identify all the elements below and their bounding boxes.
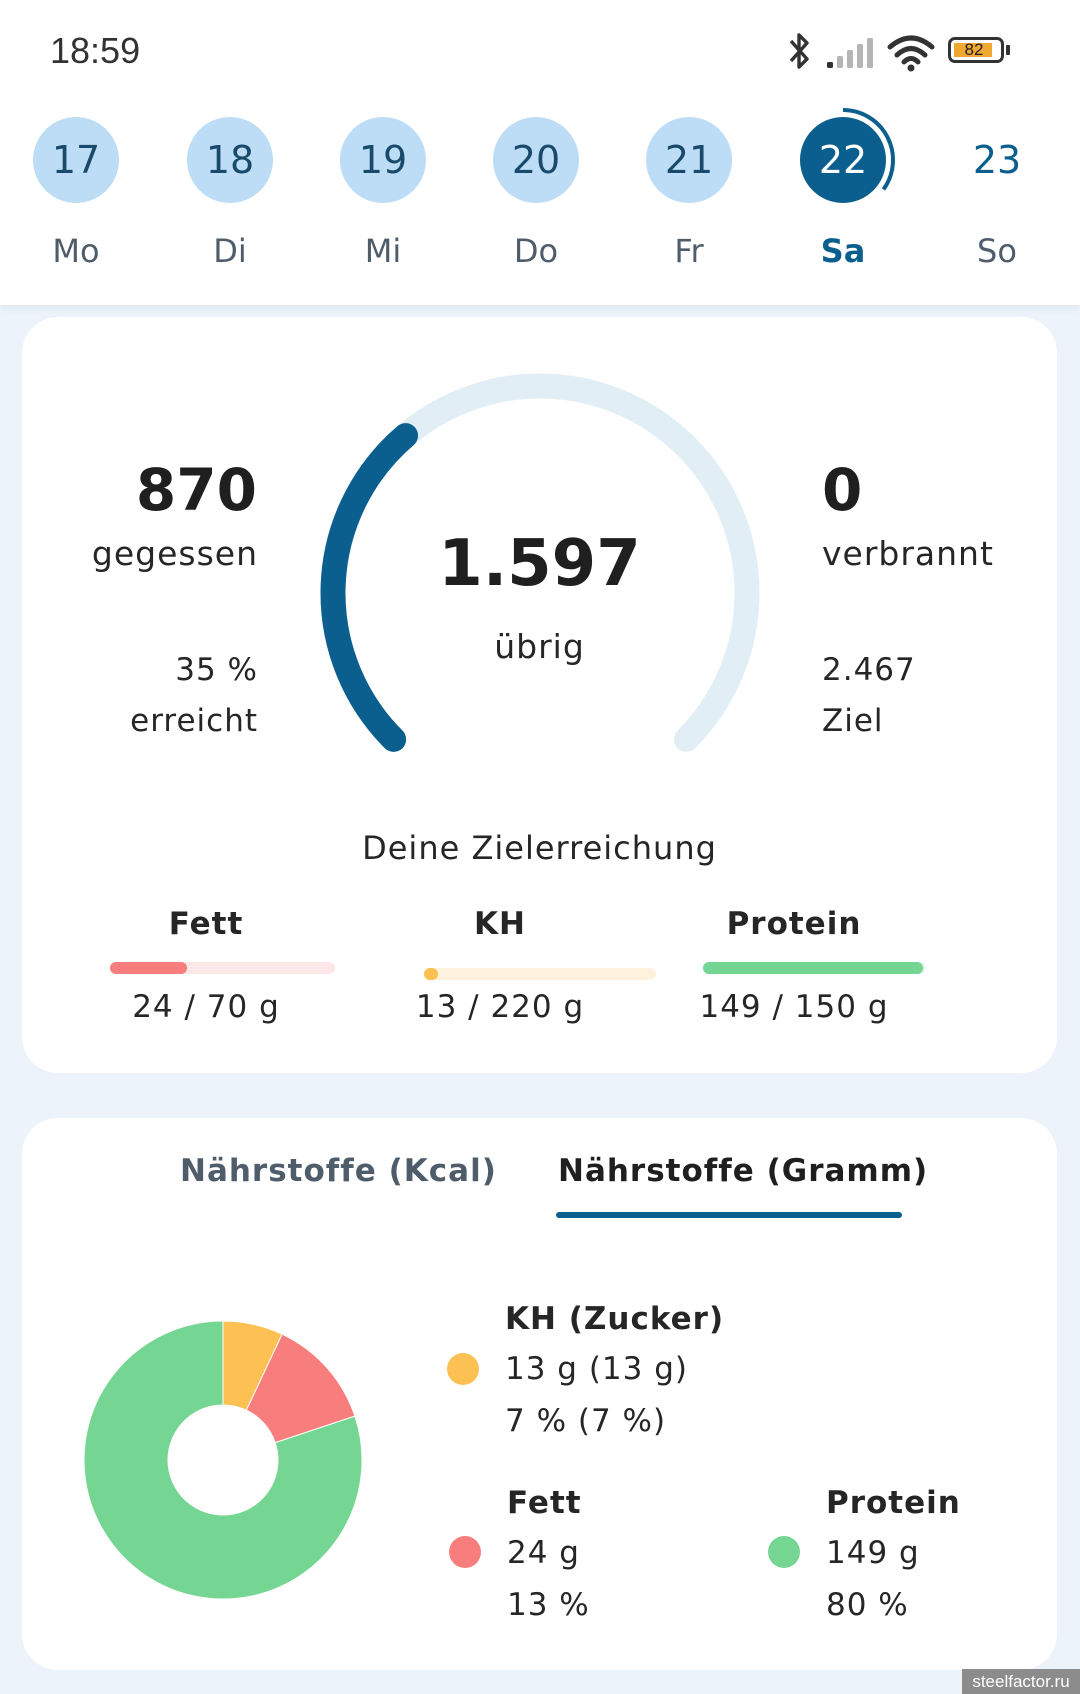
donut-slice-protein: [83, 1320, 363, 1600]
day-label: Mi: [364, 232, 402, 270]
day-date: 23: [972, 138, 1022, 182]
goal-label: Ziel: [822, 703, 884, 739]
legend-protein-percent: 80 %: [826, 1587, 909, 1623]
calorie-summary-card: 870 gegessen 35 % erreicht 1.597 übrig 0…: [22, 317, 1057, 1073]
macro-progress-fill: [110, 962, 188, 974]
day-progress-ring: [842, 108, 895, 191]
battery-level: 82: [964, 40, 984, 59]
day-label: Mo: [52, 232, 100, 270]
macro-value: 149 / 150 g: [699, 989, 889, 1025]
day-date: 17: [33, 117, 119, 203]
calorie-gauge: [320, 373, 760, 752]
tab-nutrients-gramm[interactable]: Nährstoffe (Gramm): [558, 1153, 929, 1189]
header: 18:59 82 17 Mo 18 Di 19 Mi 20 Do 21 Fr 22 Sa 23 So: [0, 0, 1080, 305]
wifi-icon: [887, 35, 935, 72]
achieved-value: 35 %: [175, 652, 258, 688]
legend-carbs-dot: [447, 1353, 479, 1385]
day-label: Do: [513, 232, 559, 270]
macro-progress-fill: [424, 968, 438, 980]
legend-carbs-grams: 13 g (13 g): [505, 1351, 688, 1387]
legend-carbs-title: KH (Zucker): [505, 1301, 725, 1337]
macro-progress-bar: [424, 968, 656, 980]
legend-fat-percent: 13 %: [507, 1587, 590, 1623]
legend-carbs-percent: 7 % (7 %): [505, 1403, 667, 1439]
achieved-label: erreicht: [130, 703, 258, 739]
goal-section-title: Deine Zielerreichung: [362, 829, 717, 867]
remaining-value: 1.597: [438, 527, 641, 601]
remaining-label: übrig: [494, 627, 585, 666]
legend-protein-title: Protein: [826, 1485, 961, 1521]
day-progress-arc: [842, 108, 895, 191]
day-date: 22: [800, 117, 886, 203]
legend-protein-dot: [768, 1536, 800, 1568]
watermark: steelfactor.ru: [962, 1669, 1080, 1694]
battery-icon: 82: [948, 37, 1012, 67]
macro-name: Fett: [168, 906, 244, 942]
day-label: Di: [213, 232, 247, 270]
day-date: 19: [340, 117, 426, 203]
macro-progress-bar: [703, 962, 925, 974]
signal-icon: [827, 38, 873, 68]
day-date: 18: [187, 117, 273, 203]
active-tab-indicator: [556, 1212, 902, 1218]
nutrients-card: Nährstoffe (Kcal) Nährstoffe (Gramm) KH …: [22, 1118, 1057, 1670]
day-label: Sa: [820, 232, 866, 270]
macro-value: 13 / 220 g: [415, 989, 585, 1025]
legend-fat-grams: 24 g: [507, 1535, 580, 1571]
bluetooth-icon: [789, 33, 809, 69]
status-time: 18:59: [50, 30, 141, 71]
macro-progress-fill: [703, 962, 924, 974]
legend-fat-dot: [449, 1536, 481, 1568]
burned-value: 0: [822, 456, 863, 524]
day-date: 21: [646, 117, 732, 203]
macro-progress-bar: [110, 962, 335, 974]
goal-value: 2.467: [822, 652, 916, 688]
gauge-progress: [320, 423, 419, 752]
eaten-label: gegessen: [91, 534, 258, 573]
burned-label: verbrannt: [822, 534, 994, 573]
legend-fat-title: Fett: [507, 1485, 582, 1521]
nutrient-donut-chart: [83, 1320, 363, 1600]
day-label: So: [977, 232, 1017, 270]
legend-protein-grams: 149 g: [826, 1535, 920, 1571]
tab-nutrients-kcal[interactable]: Nährstoffe (Kcal): [180, 1153, 497, 1189]
eaten-value: 870: [135, 456, 257, 524]
day-date: 20: [493, 117, 579, 203]
macro-name: Protein: [726, 906, 862, 942]
day-label: Fr: [674, 232, 704, 270]
macro-name: KH: [474, 906, 526, 942]
macro-value: 24 / 70 g: [132, 989, 280, 1025]
